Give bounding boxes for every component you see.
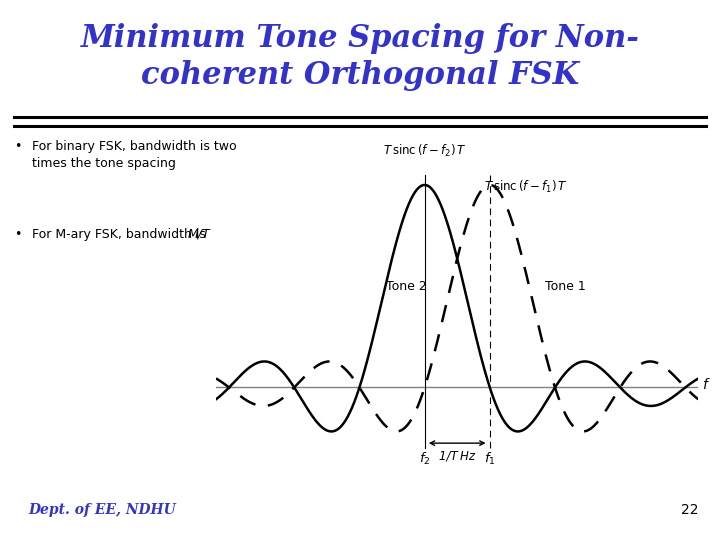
- Text: Tone 1: Tone 1: [545, 280, 586, 293]
- Text: •: •: [14, 228, 22, 241]
- Text: $f_1$: $f_1$: [484, 451, 495, 467]
- Text: f: f: [702, 379, 706, 393]
- Text: Tone 2: Tone 2: [386, 280, 427, 293]
- Text: $f_2$: $f_2$: [419, 451, 431, 467]
- Text: 1/T Hz: 1/T Hz: [439, 449, 475, 462]
- Text: $T\,\mathrm{sinc}\,(f-f_2)\,T$: $T\,\mathrm{sinc}\,(f-f_2)\,T$: [383, 143, 467, 159]
- Text: For M-ary FSK, bandwidth is: For M-ary FSK, bandwidth is: [32, 228, 210, 241]
- Text: 22: 22: [681, 503, 698, 517]
- Text: •: •: [14, 140, 22, 153]
- Text: $T\,\mathrm{sinc}\,(f-f_1)\,T$: $T\,\mathrm{sinc}\,(f-f_1)\,T$: [484, 179, 567, 195]
- Text: Dept. of EE, NDHU: Dept. of EE, NDHU: [29, 503, 176, 517]
- Text: Minimum Tone Spacing for Non-
coherent Orthogonal FSK: Minimum Tone Spacing for Non- coherent O…: [81, 23, 639, 91]
- Text: For binary FSK, bandwidth is two
times the tone spacing: For binary FSK, bandwidth is two times t…: [32, 140, 236, 171]
- Text: M/T: M/T: [187, 228, 210, 241]
